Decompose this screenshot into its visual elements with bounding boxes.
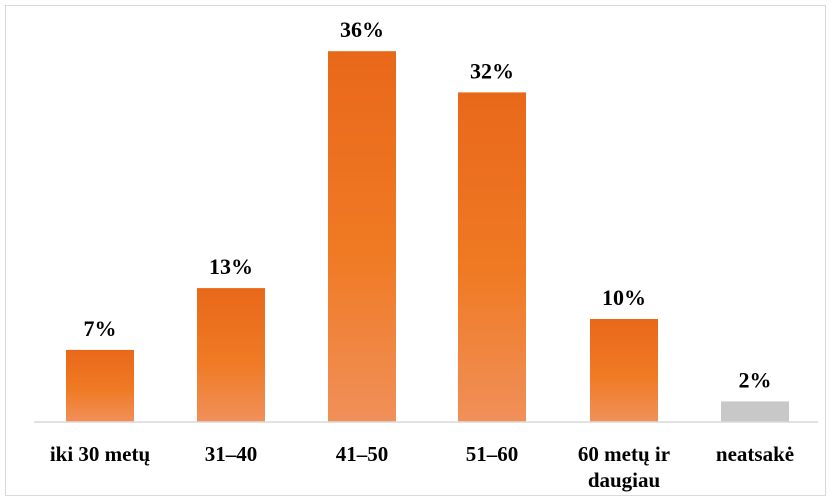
category-label-5: 60 metų ir daugiau xyxy=(578,442,670,492)
value-label-5: 10% xyxy=(602,285,646,310)
labels-layer: 7% iki 30 metų 13% 31–40 36% 41–50 32% 51–60 10%… xyxy=(50,17,794,492)
category-label-3: 41–50 xyxy=(336,442,389,466)
value-label-3: 36% xyxy=(340,17,384,42)
value-label-6: 2% xyxy=(739,367,772,392)
bar-5 xyxy=(590,319,658,422)
bar-6 xyxy=(721,401,789,422)
category-label-1: iki 30 metų xyxy=(50,442,151,466)
value-label-4: 32% xyxy=(470,58,514,83)
bar-1 xyxy=(66,349,134,422)
chart-frame xyxy=(5,5,826,496)
category-label-2: 31–40 xyxy=(205,442,258,466)
category-label-6: neatsakė xyxy=(716,442,794,466)
bar-4 xyxy=(458,92,526,423)
bar-2 xyxy=(197,288,265,422)
bar-3 xyxy=(328,51,396,422)
category-label-4: 51–60 xyxy=(466,442,519,466)
value-label-1: 7% xyxy=(84,316,117,341)
bars-layer xyxy=(66,51,789,423)
value-label-2: 13% xyxy=(209,254,253,279)
